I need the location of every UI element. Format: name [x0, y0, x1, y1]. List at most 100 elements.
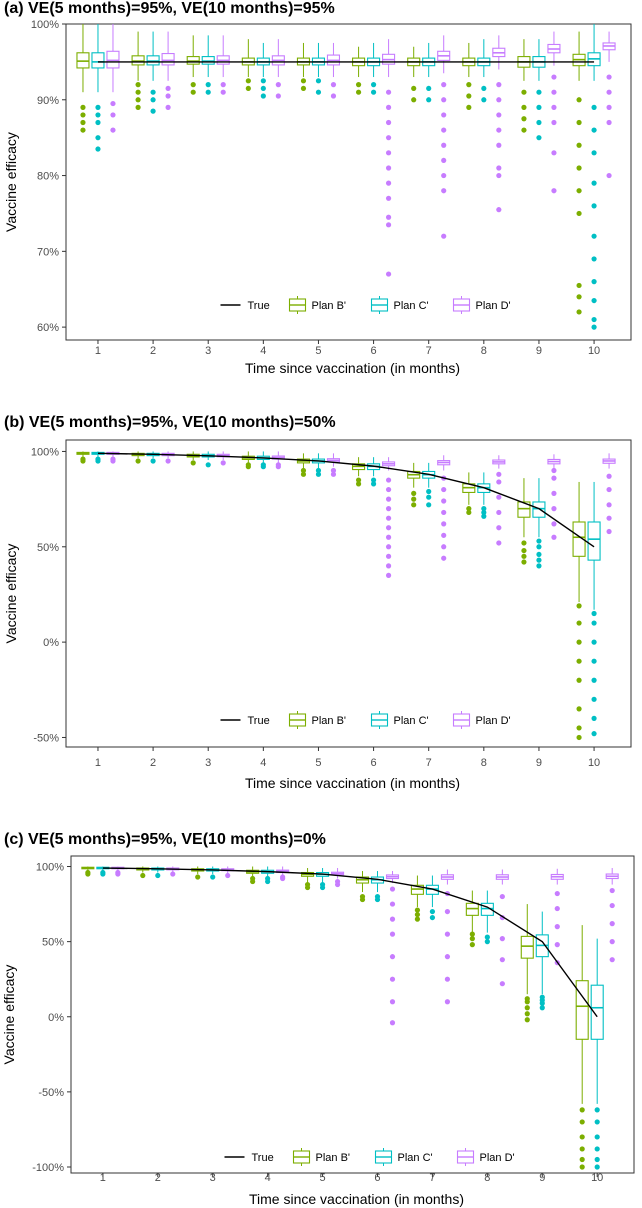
outlier-point: [496, 82, 502, 88]
outlier-point: [389, 976, 396, 982]
outlier-point: [250, 875, 256, 882]
outlier-point: [385, 195, 392, 201]
outlier-point: [576, 188, 582, 194]
outlier-point: [539, 994, 545, 1000]
outlier-point: [481, 509, 487, 516]
outlier-point: [355, 477, 362, 483]
chart-c: -100% -50% 0% 50% 100% 1 2 3 4 5 6 7 8 9 10 Time since …: [1, 855, 635, 1207]
legend: True Plan B' Plan C' Plan D': [224, 1148, 515, 1166]
series-plan-d: [106, 24, 616, 277]
x-tick-label: 3: [205, 757, 211, 769]
outlier-point: [609, 887, 615, 894]
outlier-point: [481, 506, 487, 512]
box-plan-c-4: [261, 866, 275, 885]
outlier-point: [576, 165, 582, 171]
x-tick-label: 7: [426, 345, 432, 357]
outlier-point: [551, 119, 557, 126]
box-plan-b-7: [407, 462, 421, 508]
outlier-point: [426, 494, 432, 500]
outlier-point: [609, 921, 615, 927]
x-tick-label: 7: [429, 1172, 435, 1184]
outlier-point: [385, 165, 392, 171]
box-plan-d-6: [385, 871, 400, 1026]
box-plan-b-8: [465, 890, 479, 948]
outlier-point: [275, 82, 281, 88]
outlier-point: [496, 112, 502, 118]
outlier-point: [205, 462, 211, 468]
outlier-point: [551, 534, 557, 540]
iqr-box: [572, 521, 586, 557]
outlier-point: [499, 893, 505, 900]
box-plan-d-10: [602, 31, 616, 179]
outlier-point: [441, 498, 447, 504]
outlier-point: [594, 1164, 600, 1170]
outlier-point: [426, 85, 432, 92]
outlier-point: [466, 93, 472, 99]
outlier-point: [591, 203, 597, 209]
outlier-point: [385, 563, 392, 569]
outlier-point: [414, 911, 421, 918]
panel-b: (b) VE(5 months)=95%, VE(10 months)=50% …: [0, 410, 642, 795]
x-tick-label: 10: [588, 345, 600, 357]
box-plan-c-6: [367, 42, 381, 95]
outlier-point: [579, 1107, 585, 1113]
plot-frame: [65, 23, 632, 341]
outlier-point: [591, 233, 597, 239]
outlier-point: [389, 916, 396, 922]
outlier-point: [195, 874, 201, 880]
outlier-point: [441, 233, 447, 239]
y-tick-label: 80%: [37, 171, 59, 183]
outlier-point: [591, 620, 597, 626]
box-plan-b-4: [241, 39, 255, 92]
outlier-point: [205, 89, 211, 95]
x-tick-label: 10: [588, 757, 600, 769]
legend: True Plan B' Plan C' Plan D': [220, 711, 511, 729]
y-axis-label: Vaccine efficacy: [1, 965, 17, 1065]
outlier-point: [385, 135, 392, 141]
outlier-point: [536, 104, 542, 110]
outlier-point: [280, 874, 286, 880]
outlier-point: [95, 112, 101, 118]
outlier-point: [536, 89, 542, 95]
outlier-point: [370, 89, 377, 95]
outlier-point: [484, 939, 490, 945]
box-plan-d-5: [331, 868, 345, 888]
x-tick-label: 2: [155, 1172, 161, 1184]
outlier-point: [576, 734, 582, 741]
outlier-point: [481, 85, 487, 92]
chart-b: -50% 0% 50% 100% 1 2 3 4 5 6 7 8 9 10 Time since vacci…: [3, 439, 632, 791]
outlier-point: [304, 881, 311, 888]
outlier-point: [370, 477, 377, 483]
outlier-point: [385, 104, 392, 110]
outlier-point: [576, 294, 582, 300]
outlier-point: [441, 157, 447, 164]
outlier-point: [414, 907, 421, 913]
outlier-point: [80, 119, 86, 126]
legend-label-plan-b: Plan B': [312, 300, 347, 312]
outlier-point: [591, 316, 597, 323]
outlier-point: [606, 74, 612, 80]
outlier-point: [370, 481, 377, 487]
outlier-point: [591, 715, 597, 721]
iqr-box: [161, 53, 175, 66]
box-plan-d-3: [221, 866, 235, 879]
outlier-point: [110, 112, 116, 118]
outlier-point: [481, 513, 487, 519]
outlier-point: [370, 82, 377, 88]
outlier-point: [150, 458, 156, 464]
outlier-point: [385, 222, 392, 228]
outlier-point: [576, 142, 582, 148]
box-plan-b-4: [241, 451, 255, 470]
outlier-point: [385, 214, 392, 220]
box-plan-d-7: [437, 35, 451, 239]
box-plan-d-2: [166, 866, 180, 877]
outlier-point: [441, 97, 447, 103]
box-plan-b-5: [296, 453, 311, 477]
plot-frame: [70, 855, 635, 1174]
outlier-point: [245, 85, 251, 92]
y-tick-label: 100%: [31, 19, 59, 31]
outlier-point: [220, 460, 226, 466]
y-tick-label: 50%: [37, 542, 59, 554]
outlier-point: [496, 509, 502, 516]
outlier-point: [484, 934, 490, 940]
